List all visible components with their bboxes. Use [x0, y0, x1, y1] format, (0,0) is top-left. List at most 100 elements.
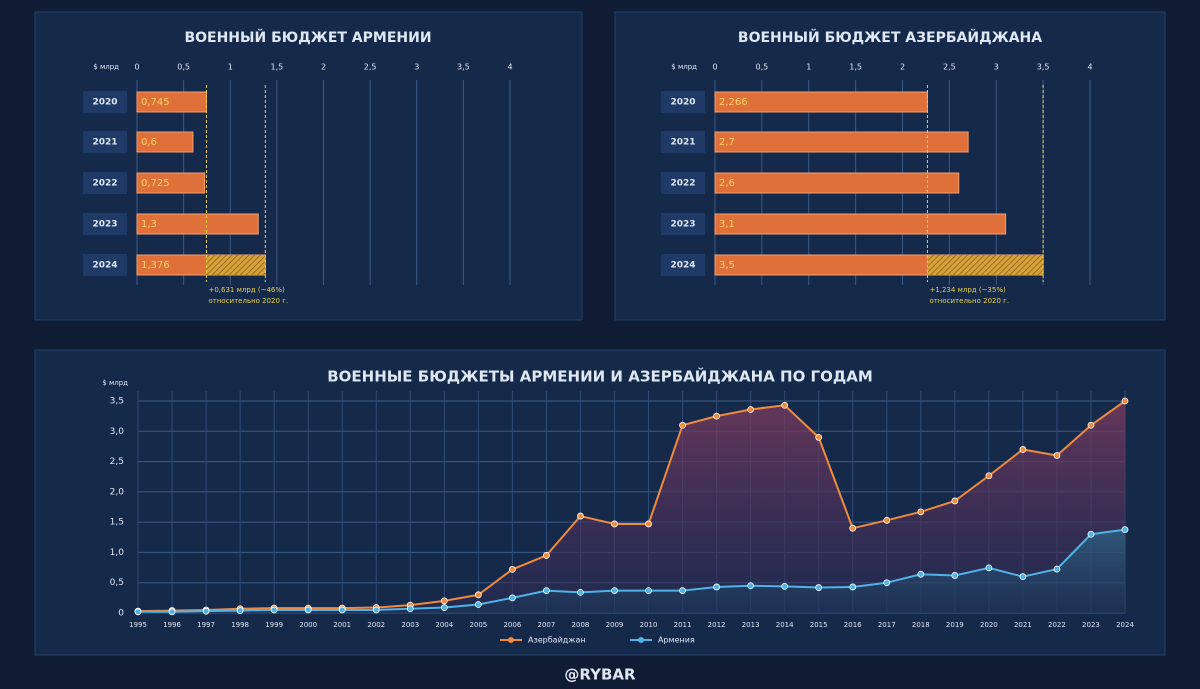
bar — [136, 131, 194, 153]
category-box — [83, 213, 127, 235]
line — [138, 528, 1126, 613]
y-tick-label: 2021 — [670, 138, 695, 148]
point — [270, 606, 278, 614]
y-tick-label: 0 — [118, 609, 124, 619]
point — [134, 608, 142, 616]
y-tick-label: 2,5 — [110, 457, 124, 467]
x-tick-label: 1999 — [265, 621, 283, 629]
y-tick-label: 2020 — [670, 98, 695, 108]
x-tick-label: 1997 — [197, 621, 215, 629]
x-tick-label: 2003 — [401, 621, 419, 629]
point — [917, 508, 925, 516]
value-label: 0,725 — [141, 178, 170, 189]
x-tick-label: 1,5 — [849, 63, 862, 72]
point — [815, 584, 823, 591]
point — [1019, 446, 1027, 453]
point — [440, 597, 448, 605]
y-tick-label: 2022 — [670, 179, 695, 189]
point — [883, 579, 891, 587]
point — [406, 605, 414, 613]
point — [1121, 526, 1129, 534]
annotation: +0,631 млрд (~46%) — [208, 286, 285, 294]
y-tick-label: 2,0 — [110, 487, 125, 497]
x-tick-label: 2019 — [946, 621, 964, 629]
point — [577, 512, 584, 520]
x-tick-label: 1998 — [231, 621, 249, 629]
x-tick-label: 2,5 — [364, 63, 377, 72]
point — [543, 552, 550, 559]
x-tick-label: 2008 — [572, 621, 590, 629]
legend-label: Азербайджан — [528, 636, 586, 645]
x-tick-label: 2005 — [469, 621, 487, 629]
value-label: 3,5 — [719, 260, 735, 271]
point — [1019, 573, 1027, 581]
x-tick-label: 2010 — [640, 621, 658, 629]
x-tick-label: 2001 — [333, 621, 351, 629]
x-tick-label: 2024 — [1116, 621, 1134, 629]
x-tick-label: 3,5 — [1037, 63, 1050, 72]
legend-marker — [508, 637, 514, 643]
point — [1053, 452, 1061, 459]
bar — [136, 213, 259, 235]
x-tick-label: 2009 — [606, 621, 624, 629]
x-tick-label: 2018 — [912, 621, 930, 629]
y-tick-label: 2024 — [92, 261, 117, 271]
point — [508, 594, 516, 602]
bar — [714, 172, 960, 194]
x-tick-label: 3,5 — [457, 63, 470, 72]
point — [815, 433, 823, 441]
point — [372, 606, 380, 614]
line — [137, 400, 1126, 613]
annotation: +1,234 млрд (~35%) — [929, 286, 1006, 294]
area — [138, 401, 1125, 613]
x-tick-label: 2023 — [1082, 621, 1100, 629]
x-tick-label: 3 — [994, 63, 999, 72]
point — [679, 421, 686, 429]
area — [138, 529, 1125, 613]
x-tick-label: 2000 — [299, 621, 317, 629]
y-tick-label: 2024 — [670, 261, 695, 271]
point — [747, 406, 755, 413]
category-box — [83, 91, 127, 113]
increase — [206, 255, 266, 275]
bar — [136, 172, 206, 194]
x-tick-label: 0 — [134, 63, 139, 72]
x-tick-label: 2022 — [1048, 621, 1066, 629]
point — [1087, 421, 1095, 429]
point — [474, 601, 482, 608]
x-tick-label: 2006 — [503, 621, 521, 629]
point — [781, 582, 789, 590]
point — [713, 412, 720, 420]
x-tick-label: 2004 — [435, 621, 453, 629]
annotation: относительно 2020 г. — [929, 297, 1009, 305]
point — [168, 608, 176, 616]
category-box — [83, 254, 127, 276]
x-tick-label: 2016 — [844, 621, 862, 629]
footer: @RYBAR — [564, 666, 636, 684]
x-tick-label: 1 — [806, 63, 811, 72]
point — [917, 570, 925, 578]
x-tick-label: 2011 — [674, 621, 692, 629]
x-tick-label: 2021 — [1014, 621, 1032, 629]
point — [508, 565, 516, 573]
annotation: относительно 2020 г. — [208, 297, 288, 305]
y-tick-label: 1,0 — [110, 548, 125, 558]
x-tick-label: 0,5 — [177, 63, 190, 72]
category-box — [661, 254, 705, 276]
point — [577, 589, 584, 596]
bar — [714, 131, 969, 153]
point — [611, 587, 618, 594]
x-tick-label: 1995 — [129, 621, 147, 629]
legend-marker — [638, 637, 644, 643]
axis-label: $ млрд — [93, 63, 119, 71]
value-label: 1,376 — [141, 260, 170, 271]
category-box — [83, 131, 127, 153]
point — [1053, 565, 1061, 573]
point — [713, 583, 720, 591]
category-box — [661, 131, 705, 153]
axis-label: $ млрд — [671, 63, 697, 71]
value-label: 1,3 — [141, 219, 157, 230]
x-tick-label: 2012 — [708, 621, 726, 629]
x-tick-label: 2017 — [878, 621, 896, 629]
